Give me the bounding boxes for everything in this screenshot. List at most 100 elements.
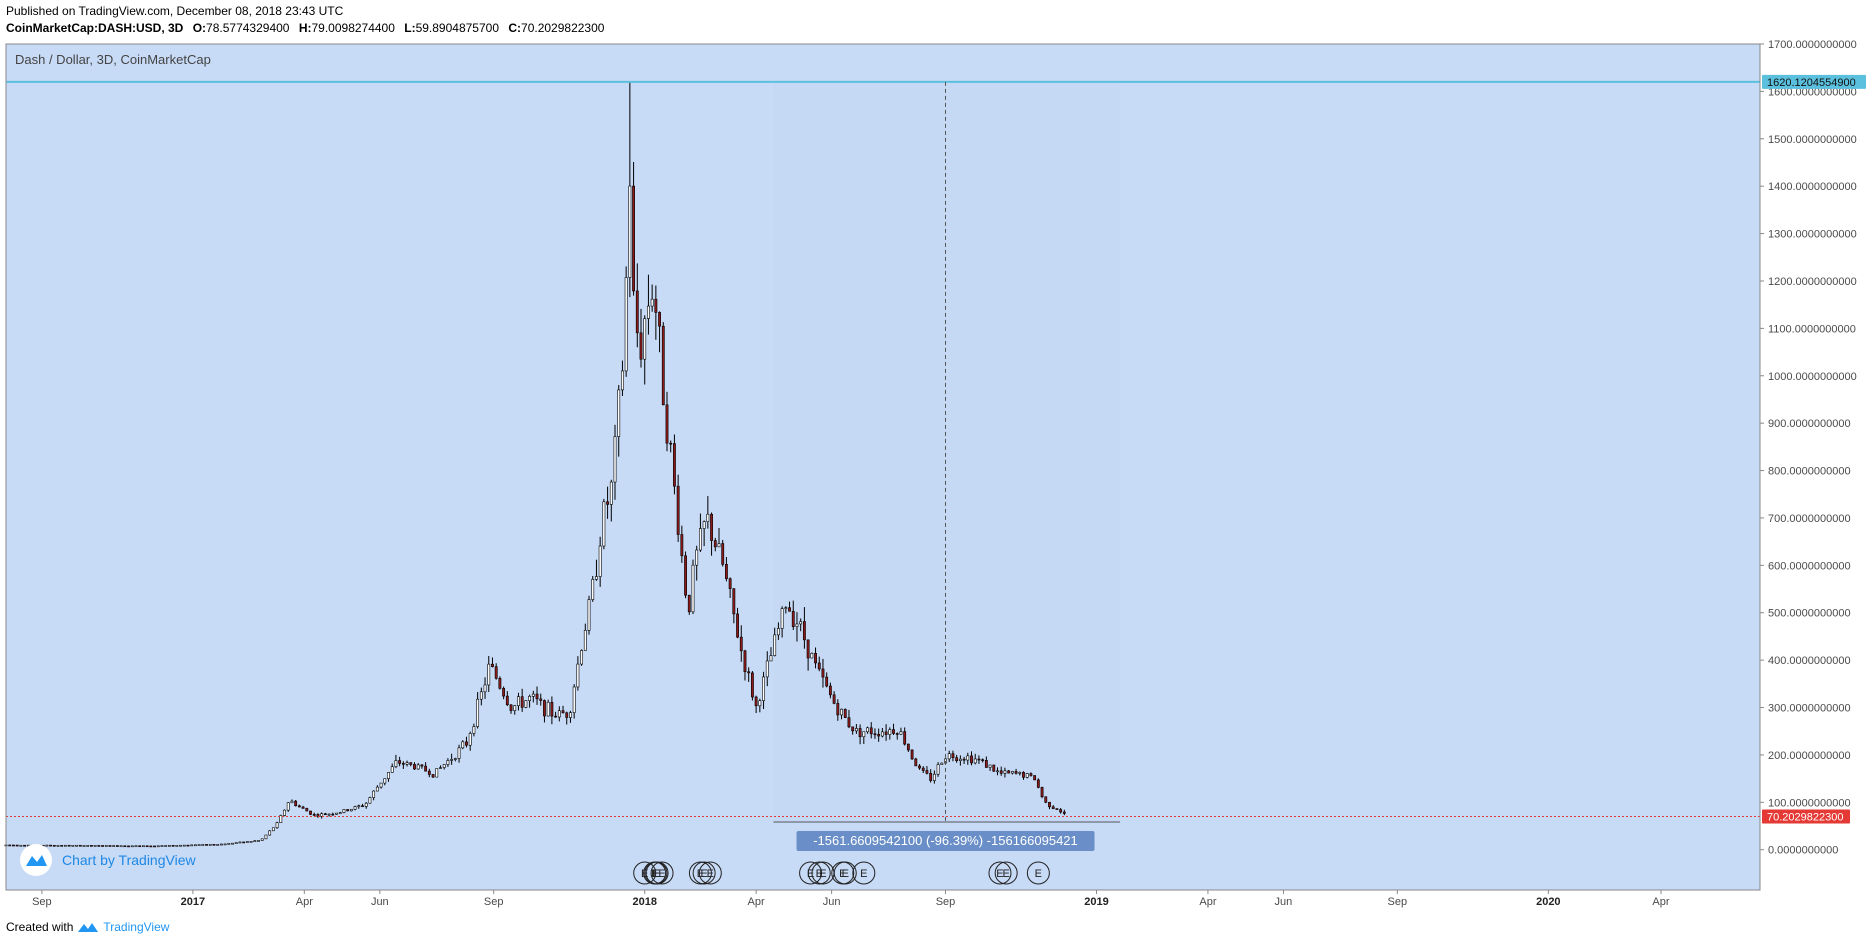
candle-body [728, 578, 732, 589]
candle-body [680, 534, 684, 557]
candle-body [134, 845, 138, 848]
symbol-label: CoinMarketCap:DASH:USD, 3D [6, 21, 184, 35]
candle-body [784, 607, 788, 609]
candle-body [342, 809, 346, 813]
candle-body [706, 513, 710, 522]
candle-body [15, 844, 19, 847]
candle-body [294, 800, 298, 807]
candle-body [138, 845, 142, 848]
candle-body [491, 663, 494, 667]
candle-body [658, 312, 661, 327]
candle-body [242, 841, 246, 844]
candle-body [973, 758, 977, 764]
candle-body [958, 758, 962, 761]
candle-body [182, 844, 186, 847]
candle-body [312, 814, 316, 816]
candle-body [921, 767, 925, 771]
event-marker-label: E [700, 868, 707, 880]
candle-body [420, 764, 424, 767]
open-value: 78.5774329400 [206, 21, 290, 35]
candle-body [1051, 806, 1055, 809]
candle-body [635, 290, 639, 334]
candle-body [1062, 811, 1066, 814]
candle-body [1029, 773, 1033, 776]
close-label: C: [508, 21, 522, 35]
tradingview-link[interactable]: TradingView [103, 920, 170, 934]
candle-body [520, 696, 524, 708]
candle-body [141, 845, 145, 848]
event-marker [650, 861, 674, 885]
published-line: Published on TradingView.com, December 0… [6, 4, 344, 18]
candle-body [472, 726, 476, 734]
price-tick-label: 600.0000000000 [1768, 560, 1851, 572]
candle-body [290, 800, 294, 804]
candle-body [977, 758, 981, 761]
event-marker [994, 861, 1018, 885]
candle-body [710, 513, 713, 541]
time-axis[interactable] [6, 890, 1760, 912]
candle-body [349, 808, 353, 812]
candle-body [249, 841, 253, 843]
candle-body [840, 708, 843, 716]
candle-body [940, 762, 944, 765]
price-tick-label: 1400.0000000000 [1768, 181, 1857, 193]
created-with-label: Created with [6, 920, 74, 934]
candle-body [888, 729, 892, 735]
candle-body [1036, 779, 1040, 788]
event-marker-label: E [653, 868, 660, 880]
price-tick-label: 1100.0000000000 [1768, 323, 1856, 335]
candle-body [64, 844, 67, 847]
time-tick-label: Apr [748, 896, 765, 908]
candle-body [992, 764, 996, 772]
plot-border [5, 43, 1761, 891]
candle-body [271, 827, 275, 832]
candle-body [762, 676, 765, 701]
price-axis[interactable] [1760, 44, 1868, 890]
candle-body [821, 668, 825, 678]
event-marker-label: E [707, 868, 714, 880]
close-value: 70.2029822300 [521, 21, 605, 35]
candle-body [301, 806, 305, 809]
price-tick-label: 0.0000000000 [1768, 845, 1838, 857]
candle-body [416, 764, 420, 770]
candle-body [231, 842, 234, 845]
tradingview-watermark[interactable]: Chart by TradingView [20, 844, 196, 876]
candle-body [866, 727, 869, 733]
candle-body [297, 805, 301, 808]
candle-body [624, 277, 628, 372]
price-tick-label: 1000.0000000000 [1768, 371, 1857, 383]
candle-body [171, 845, 175, 847]
candle-body [583, 630, 587, 651]
candle-body [617, 389, 621, 437]
candle-body [19, 844, 23, 847]
candle-body [554, 715, 558, 718]
candle-body [951, 753, 955, 759]
candle-body [906, 743, 910, 751]
candle-body [253, 840, 257, 843]
event-marker [692, 861, 716, 885]
candle-body [557, 710, 561, 718]
candle-body [996, 770, 999, 773]
event-marker-label: E [1002, 868, 1009, 880]
candle-body [628, 185, 632, 278]
candle-body [918, 765, 921, 769]
candle-body [394, 760, 398, 768]
candle-body [331, 813, 335, 816]
candle-body [814, 653, 817, 664]
candle-body [580, 650, 584, 665]
candle-body [398, 760, 402, 764]
candle-body [327, 813, 331, 816]
candle-body [442, 764, 446, 768]
candle-body [498, 678, 502, 689]
candle-body [925, 770, 929, 774]
candle-body [695, 549, 699, 566]
time-tick-label: Apr [1652, 896, 1669, 908]
price-tick-label: 1700.0000000000 [1768, 39, 1857, 51]
candle-body [702, 521, 706, 529]
event-marker-label: E [860, 868, 867, 880]
candle-body [75, 844, 78, 847]
candle-body [929, 772, 933, 781]
candle-body [806, 639, 810, 659]
time-tick-label: 2018 [632, 896, 656, 908]
